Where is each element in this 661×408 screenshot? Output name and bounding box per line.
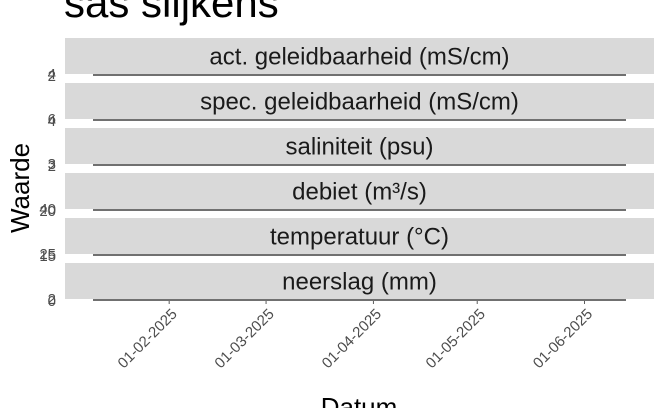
- y-tick-label: 0: [48, 293, 56, 310]
- strip: [65, 218, 654, 254]
- y-tick-label: 40: [39, 201, 56, 218]
- y-tick-label: 2: [48, 68, 56, 85]
- x-tick-label: 01-05-2025: [423, 306, 489, 372]
- x-tick-label: 01-06-2025: [530, 306, 596, 372]
- strip-label: spec. geleidbaarheid (mS/cm): [200, 88, 519, 115]
- x-tick-label: 01-02-2025: [114, 306, 180, 372]
- strip-label: neerslag (mm): [282, 268, 437, 295]
- strip: [65, 128, 654, 164]
- strip-label: act. geleidbaarheid (mS/cm): [209, 43, 509, 70]
- strip-label: debiet (m³/s): [292, 178, 427, 205]
- y-tick-label: 20: [39, 203, 56, 220]
- y-tick-label: 15: [39, 248, 56, 265]
- x-tick-label: 01-03-2025: [211, 306, 277, 372]
- y-tick-label: 2: [48, 291, 56, 308]
- y-tick-label: 25: [39, 246, 56, 263]
- y-tick-label: 6: [48, 111, 56, 128]
- x-axis-title: Datum: [321, 392, 398, 408]
- strip: [65, 263, 654, 299]
- strip: [65, 173, 654, 209]
- strip-label: saliniteit (psu): [285, 133, 433, 160]
- x-tick-label: 01-04-2025: [319, 306, 385, 372]
- strip: [65, 38, 654, 74]
- y-tick-label: 2: [48, 158, 56, 175]
- strip: [65, 83, 654, 119]
- strip-label: temperatuur (°C): [270, 223, 449, 250]
- y-axis-title: Waarde: [5, 143, 35, 233]
- chart-title: sas slijkens: [64, 0, 279, 26]
- y-tick-label: 3: [48, 156, 56, 173]
- y-tick-label: 4: [48, 113, 56, 130]
- y-tick-label: 4: [48, 66, 56, 83]
